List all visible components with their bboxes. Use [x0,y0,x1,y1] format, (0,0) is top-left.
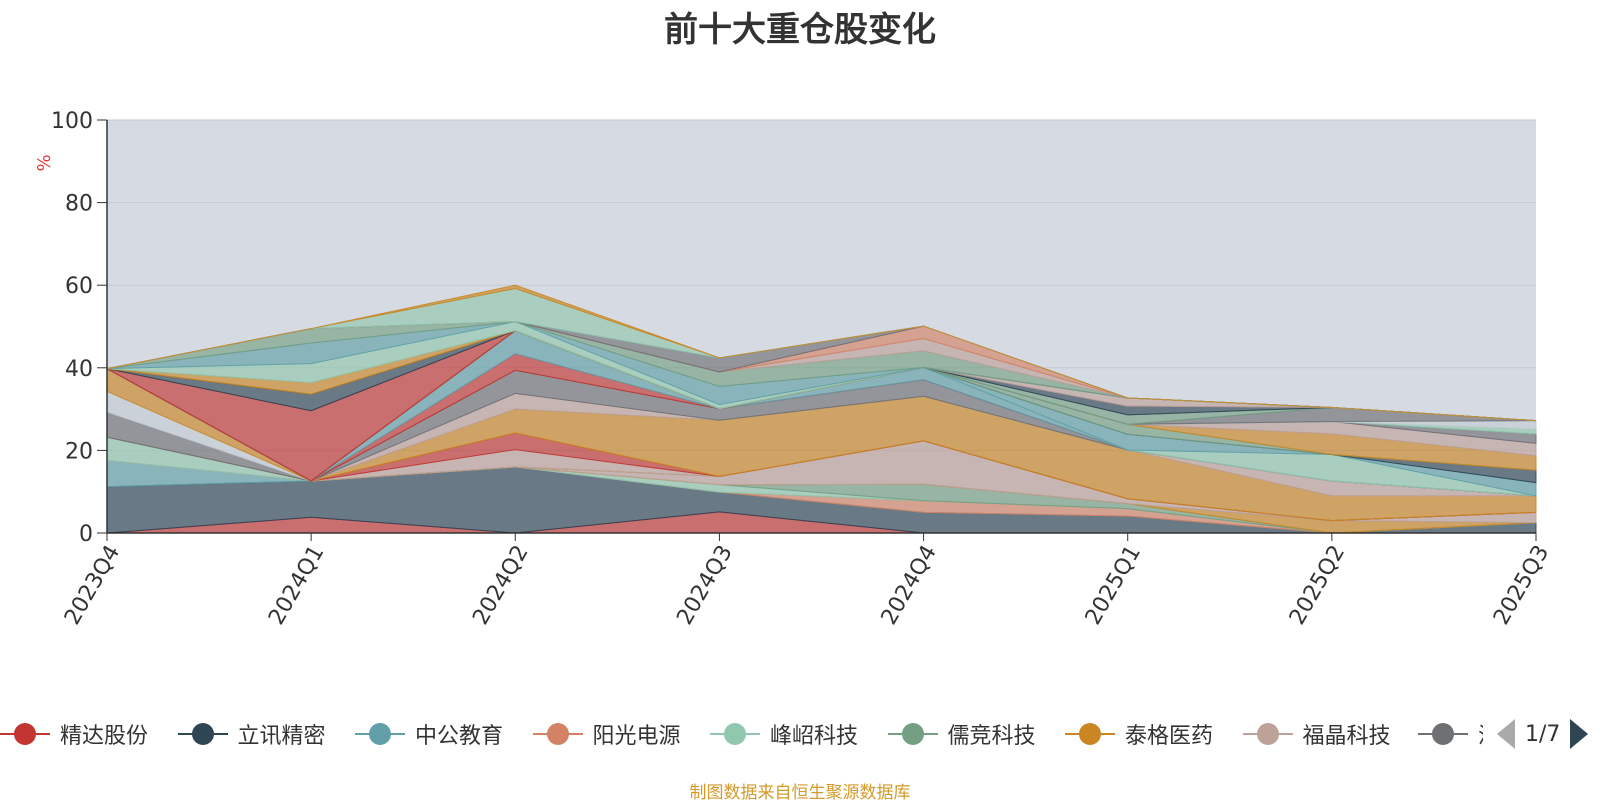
legend-marker-icon [177,714,228,754]
legend-item[interactable]: 中公教育 [355,714,503,754]
y-tick-label: 80 [65,192,93,217]
legend-label: 汇 [1478,718,1483,750]
legend-page-indicator: 1/7 [1525,721,1561,747]
y-tick-label: 100 [51,109,93,134]
legend-marker-icon [1418,714,1468,754]
x-tick-label: 2024Q1 [264,541,329,629]
data-source-footer: 制图数据来自恒生聚源数据库 [689,783,911,803]
legend-item-truncated[interactable]: 汇 [1418,714,1483,754]
area-series-group [106,284,1537,534]
legend-label: 精达股份 [60,724,149,749]
legend-marker-icon [0,714,50,754]
area-series[interactable] [106,284,1537,422]
x-tick-label: 2025Q3 [1489,541,1554,629]
legend-label: 中公教育 [415,724,504,749]
legend-marker-icon [355,714,405,754]
x-tick-label: 2024Q4 [877,541,942,629]
legend-marker-icon [1242,714,1293,754]
legend: 精达股份 立讯精密 中公教育 阳光电源 峰岹科技 儒竞科技 泰格医药 福晶科技 [0,714,1600,754]
x-tick-label: 2023Q4 [60,541,125,629]
legend-item[interactable]: 泰格医药 [1065,714,1213,754]
x-tick-label: 2024Q2 [468,541,533,629]
legend-item[interactable]: 阳光电源 [532,714,681,754]
legend-label: 泰格医药 [1125,724,1214,749]
y-axis-label: % [34,154,55,171]
legend-label: 阳光电源 [592,724,681,749]
legend-marker-icon [710,714,760,754]
legend-label: 峰岹科技 [770,724,859,749]
legend-item[interactable]: 精达股份 [0,714,148,754]
legend-marker-icon [1065,714,1115,754]
legend-marker-icon [532,714,583,754]
next-page-arrow-icon[interactable] [1570,719,1589,749]
x-tick-label: 2025Q1 [1081,541,1146,629]
legend-label: 福晶科技 [1302,724,1391,749]
legend-pager: 1/7 [1497,714,1589,754]
legend-label: 儒竞科技 [947,724,1036,749]
y-tick-label: 20 [65,439,93,464]
x-tick-label: 2024Q3 [672,541,737,629]
y-tick-label: 60 [65,274,93,299]
x-tick-label: 2025Q2 [1285,541,1350,629]
legend-item[interactable]: 儒竞科技 [887,714,1036,754]
legend-label: 立讯精密 [237,724,326,749]
chart-title: 前十大重仓股变化 [664,10,936,50]
legend-item[interactable]: 立讯精密 [177,714,326,754]
legend-marker-icon [887,714,938,754]
y-tick-label: 40 [65,357,93,382]
y-tick-label: 0 [79,522,93,547]
legend-item[interactable]: 福晶科技 [1242,714,1391,754]
prev-page-arrow-icon[interactable] [1497,719,1515,749]
legend-item[interactable]: 峰岹科技 [710,714,858,754]
